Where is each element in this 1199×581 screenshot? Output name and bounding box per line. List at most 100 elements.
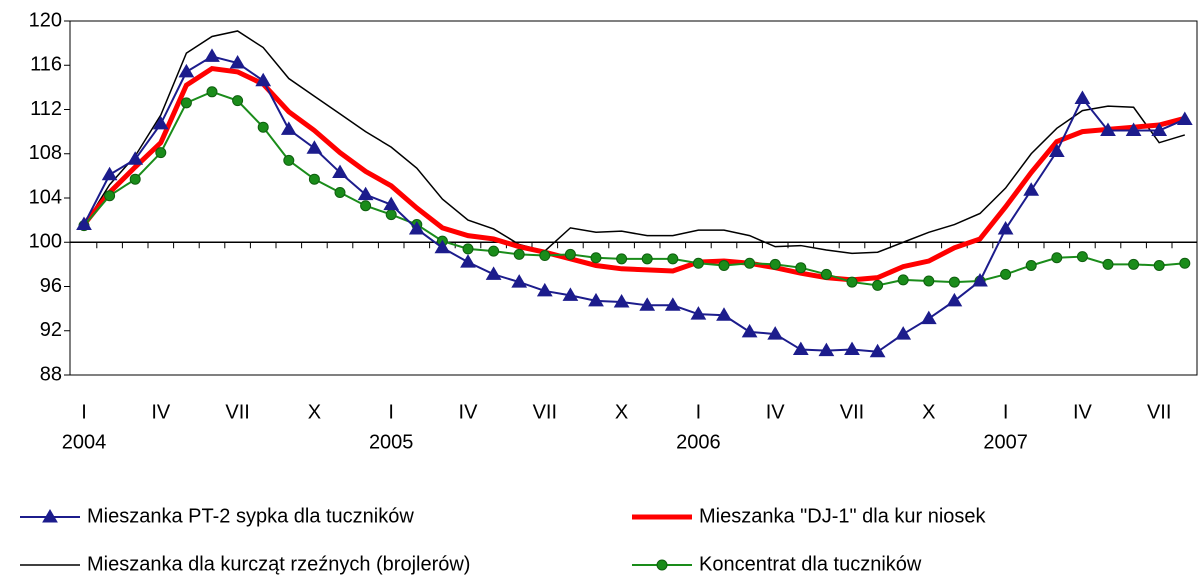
point	[152, 115, 169, 130]
point	[332, 164, 348, 179]
x-tick-label: VII	[533, 401, 557, 423]
point	[767, 326, 784, 340]
point	[360, 200, 372, 212]
point	[769, 258, 781, 270]
x-tick-label: IV	[459, 401, 479, 423]
point	[1153, 259, 1165, 271]
point	[229, 55, 246, 69]
y-tick-label: 116	[30, 54, 62, 76]
legend-label: Mieszanka dla kurcząt rzeźnych (brojleró…	[87, 553, 470, 575]
point	[178, 63, 195, 78]
point	[1102, 258, 1114, 270]
series-line	[83, 55, 1186, 353]
point	[42, 509, 58, 523]
x-tick-label: IV	[151, 401, 171, 423]
legend-label: Koncentrat dla tuczników	[699, 553, 922, 575]
point	[1179, 257, 1191, 269]
point	[280, 121, 297, 135]
year-label: 2006	[676, 431, 721, 453]
point	[897, 274, 909, 286]
point	[385, 209, 397, 221]
point	[357, 186, 374, 201]
point	[564, 248, 576, 260]
y-tick-label: 96	[40, 275, 62, 297]
year-label: 2004	[62, 431, 107, 453]
point	[76, 216, 92, 231]
point	[1023, 182, 1040, 196]
point	[257, 121, 269, 133]
y-tick-label: 120	[29, 9, 62, 31]
x-tick-label: IV	[766, 401, 786, 423]
x-tick-label: I	[81, 401, 87, 423]
point	[1125, 122, 1142, 137]
point	[283, 154, 295, 166]
point	[308, 173, 320, 185]
point	[792, 341, 809, 356]
point	[744, 257, 756, 269]
point	[1151, 122, 1168, 137]
point	[590, 252, 602, 264]
point	[997, 220, 1014, 235]
x-tick-label: X	[615, 401, 628, 423]
point	[383, 196, 400, 211]
point	[462, 243, 474, 255]
x-tick-label: I	[388, 401, 394, 423]
point	[872, 279, 884, 291]
point	[232, 95, 244, 107]
point	[656, 559, 668, 571]
point	[664, 297, 681, 311]
point	[101, 166, 118, 181]
point	[613, 293, 630, 308]
point	[129, 173, 141, 185]
point	[795, 262, 807, 274]
legend-label: Mieszanka PT-2 sypka dla tuczników	[87, 505, 414, 527]
point	[408, 220, 425, 235]
point	[460, 254, 476, 268]
point	[434, 239, 451, 254]
point	[485, 266, 502, 280]
point	[255, 72, 272, 87]
point	[206, 86, 218, 98]
point	[1000, 268, 1012, 280]
point	[741, 323, 758, 338]
point	[104, 190, 116, 202]
point	[1076, 251, 1088, 263]
point	[127, 151, 144, 165]
x-tick-label: VII	[840, 401, 864, 423]
point	[692, 257, 704, 269]
point	[946, 292, 963, 307]
point	[1176, 111, 1193, 125]
point	[690, 306, 707, 320]
y-tick-label: 88	[40, 363, 62, 385]
year-label: 2007	[983, 431, 1028, 453]
point	[155, 147, 167, 159]
y-tick-label: 100	[29, 231, 62, 253]
point	[818, 342, 835, 357]
point	[923, 275, 935, 287]
point	[539, 250, 551, 262]
x-tick-label: X	[308, 401, 321, 423]
point	[869, 343, 886, 358]
point	[1128, 258, 1140, 270]
point	[895, 326, 912, 340]
point	[180, 97, 192, 109]
point	[716, 307, 732, 321]
point	[562, 287, 579, 301]
point	[488, 245, 500, 257]
point	[846, 276, 858, 288]
point	[204, 48, 220, 62]
point	[1074, 90, 1091, 104]
year-label: 2005	[369, 431, 414, 453]
y-tick-label: 104	[29, 186, 62, 208]
point	[306, 140, 323, 154]
point	[511, 274, 528, 288]
point	[844, 341, 860, 356]
point	[639, 297, 656, 311]
x-tick-label: I	[1003, 401, 1009, 423]
x-tick-label: X	[922, 401, 935, 423]
x-tick-label: VII	[225, 401, 249, 423]
point	[513, 248, 525, 260]
point	[718, 259, 730, 271]
point	[972, 272, 988, 287]
